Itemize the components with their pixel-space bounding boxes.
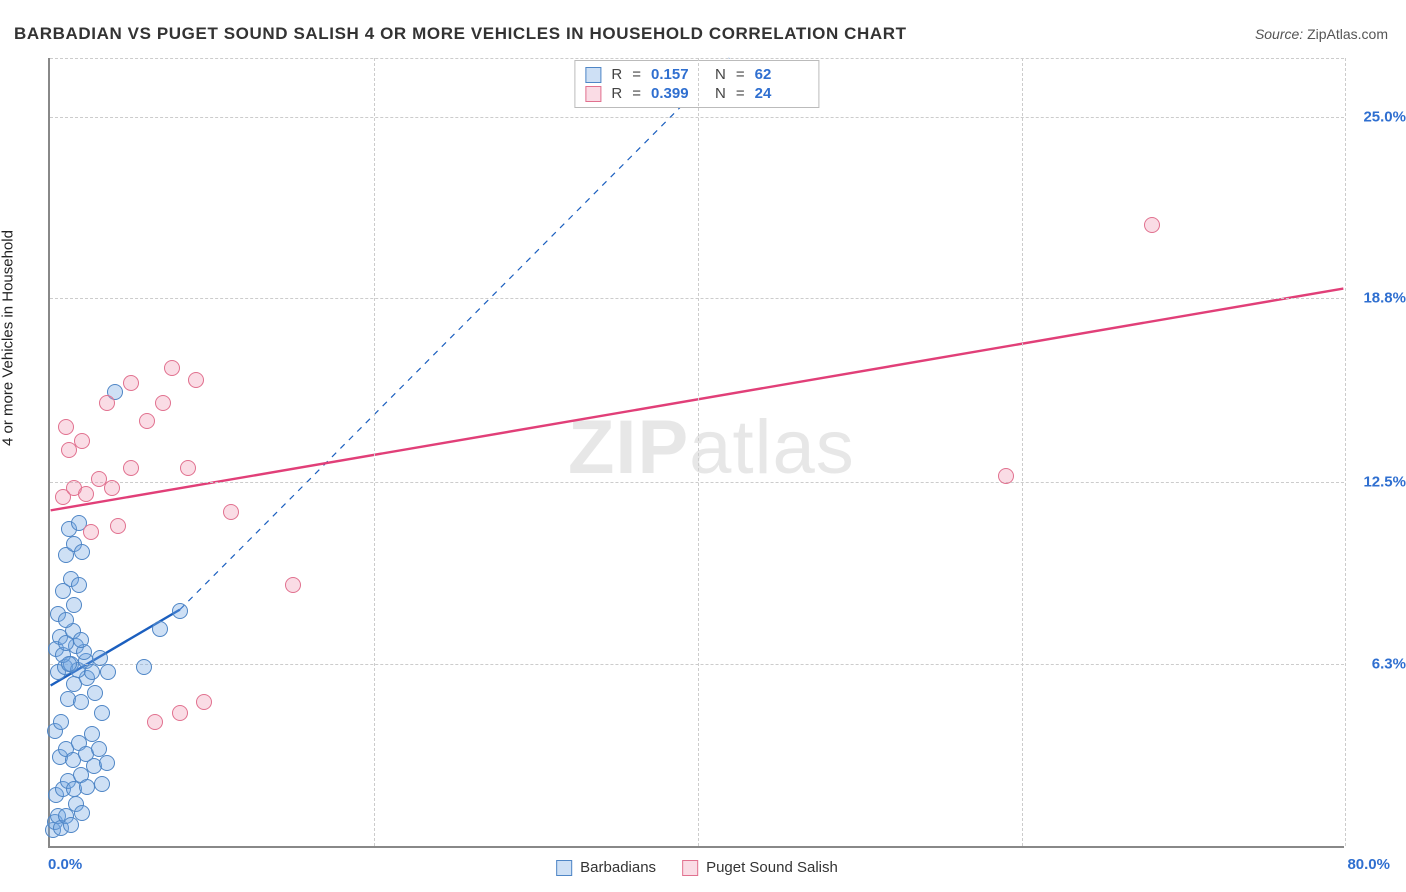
data-point-barbadians xyxy=(87,685,103,701)
r-label: R xyxy=(611,66,622,83)
data-point-barbadians xyxy=(74,805,90,821)
source-line: Source: ZipAtlas.com xyxy=(1255,26,1388,42)
y-tick-label: 12.5% xyxy=(1350,474,1406,491)
r-value-barbadians: 0.157 xyxy=(651,66,705,83)
data-point-barbadians xyxy=(58,612,74,628)
data-point-barbadians xyxy=(92,650,108,666)
watermark: ZIPatlas xyxy=(568,404,855,491)
data-point-puget xyxy=(196,694,212,710)
correlation-legend: R = 0.157 N = 62 R = 0.399 N = 24 xyxy=(574,60,819,108)
y-gridline xyxy=(50,298,1344,299)
legend-row-barbadians: R = 0.157 N = 62 xyxy=(583,65,810,84)
y-tick-label: 25.0% xyxy=(1350,108,1406,125)
data-point-barbadians xyxy=(84,664,100,680)
source-label: Source: xyxy=(1255,26,1303,42)
legend-label-barbadians: Barbadians xyxy=(580,859,656,876)
legend-item-puget: Puget Sound Salish xyxy=(682,859,838,876)
data-point-barbadians xyxy=(73,632,89,648)
data-point-puget xyxy=(188,372,204,388)
n-label: N xyxy=(715,66,726,83)
n-value-barbadians: 62 xyxy=(755,66,809,83)
data-point-barbadians xyxy=(73,694,89,710)
trend-lines xyxy=(50,58,1344,846)
x-gridline xyxy=(1022,58,1023,846)
y-axis-label: 4 or more Vehicles in Household xyxy=(0,230,17,446)
swatch-puget xyxy=(585,86,601,102)
data-point-barbadians xyxy=(66,597,82,613)
data-point-puget xyxy=(180,460,196,476)
data-point-puget xyxy=(110,518,126,534)
plot-area: ZIPatlas R = 0.157 N = 62 R = 0.399 N = … xyxy=(48,58,1344,848)
data-point-puget xyxy=(104,480,120,496)
data-point-barbadians xyxy=(152,621,168,637)
data-point-puget xyxy=(123,460,139,476)
legend-label-puget: Puget Sound Salish xyxy=(706,859,838,876)
x-axis-max-label: 80.0% xyxy=(1347,856,1390,873)
data-point-barbadians xyxy=(84,726,100,742)
data-point-barbadians xyxy=(94,705,110,721)
data-point-barbadians xyxy=(79,779,95,795)
x-gridline xyxy=(1345,58,1346,846)
x-axis-min-label: 0.0% xyxy=(48,856,82,873)
data-point-puget xyxy=(172,705,188,721)
data-point-barbadians xyxy=(100,664,116,680)
data-point-puget xyxy=(99,395,115,411)
legend-row-puget: R = 0.399 N = 24 xyxy=(583,84,810,103)
data-point-puget xyxy=(223,504,239,520)
data-point-puget xyxy=(74,433,90,449)
y-tick-label: 6.3% xyxy=(1350,655,1406,672)
data-point-puget xyxy=(123,375,139,391)
data-point-barbadians xyxy=(91,741,107,757)
x-gridline xyxy=(374,58,375,846)
data-point-barbadians xyxy=(172,603,188,619)
n-value-puget: 24 xyxy=(755,85,809,102)
data-point-puget xyxy=(139,413,155,429)
data-point-puget xyxy=(147,714,163,730)
watermark-atlas: atlas xyxy=(689,405,855,490)
data-point-puget xyxy=(58,419,74,435)
data-point-barbadians xyxy=(74,544,90,560)
data-point-barbadians xyxy=(99,755,115,771)
y-gridline xyxy=(50,117,1344,118)
data-point-barbadians xyxy=(71,577,87,593)
data-point-puget xyxy=(83,524,99,540)
y-tick-label: 18.8% xyxy=(1350,289,1406,306)
swatch-barbadians xyxy=(585,67,601,83)
data-point-puget xyxy=(1144,217,1160,233)
data-point-barbadians xyxy=(94,776,110,792)
data-point-barbadians xyxy=(61,656,77,672)
swatch-barbadians-bottom xyxy=(556,860,572,876)
x-gridline xyxy=(698,58,699,846)
watermark-zip: ZIP xyxy=(568,405,689,490)
chart-container: BARBADIAN VS PUGET SOUND SALISH 4 OR MOR… xyxy=(0,0,1406,892)
data-point-puget xyxy=(285,577,301,593)
chart-title: BARBADIAN VS PUGET SOUND SALISH 4 OR MOR… xyxy=(14,24,907,44)
data-point-puget xyxy=(164,360,180,376)
data-point-puget xyxy=(78,486,94,502)
y-gridline xyxy=(50,58,1344,59)
data-point-puget xyxy=(155,395,171,411)
source-value: ZipAtlas.com xyxy=(1307,26,1388,42)
legend-item-barbadians: Barbadians xyxy=(556,859,656,876)
series-legend: Barbadians Puget Sound Salish xyxy=(556,859,838,876)
data-point-barbadians xyxy=(136,659,152,675)
data-point-barbadians xyxy=(53,714,69,730)
swatch-puget-bottom xyxy=(682,860,698,876)
y-gridline xyxy=(50,664,1344,665)
r-value-puget: 0.399 xyxy=(651,85,705,102)
y-gridline xyxy=(50,482,1344,483)
data-point-puget xyxy=(998,468,1014,484)
